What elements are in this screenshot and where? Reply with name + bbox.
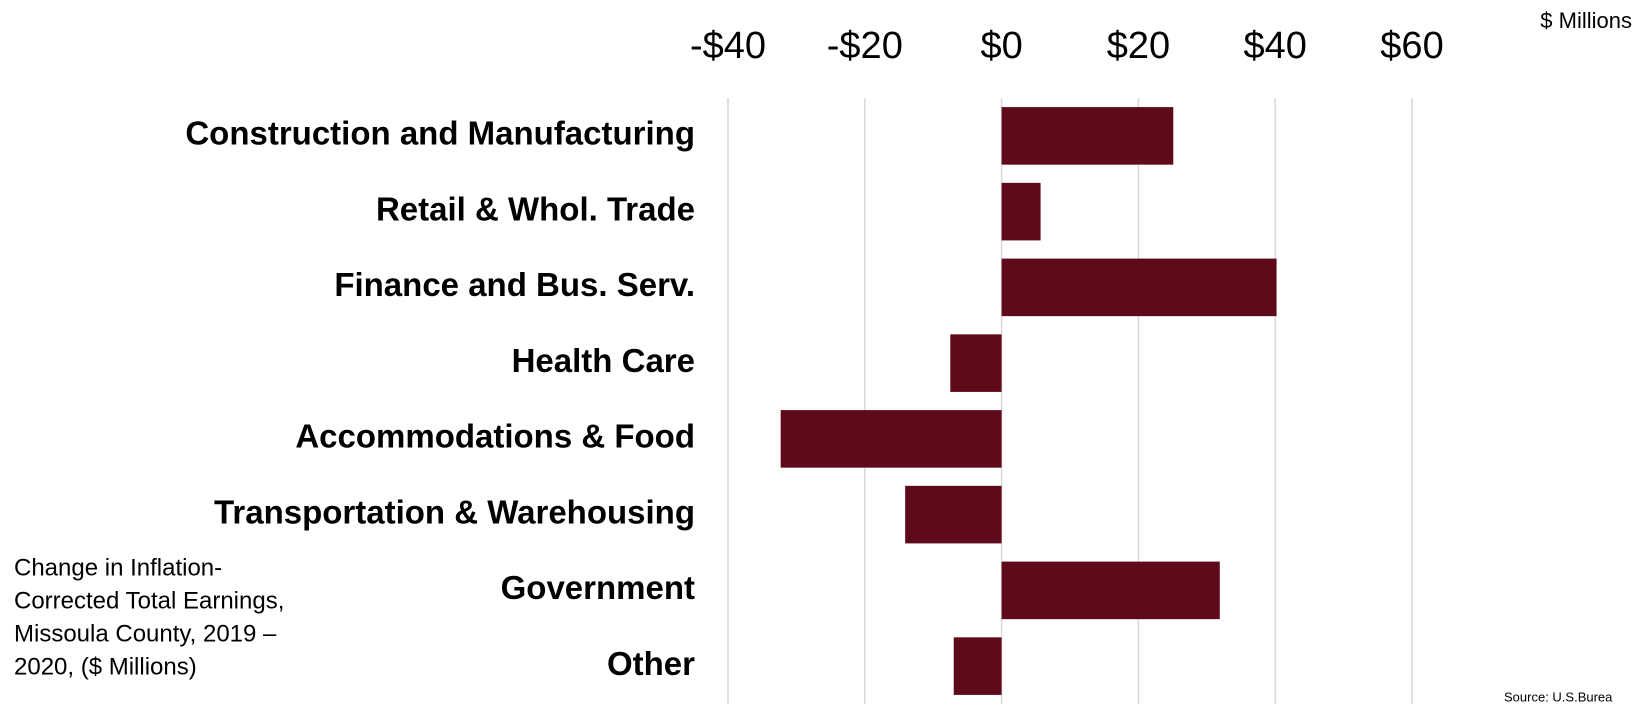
bar xyxy=(905,485,1002,544)
category-label: Transportation & Warehousing xyxy=(214,493,695,530)
caption: 2020, ($ Millions) xyxy=(14,653,197,680)
bar xyxy=(1001,258,1277,317)
category-label: Retail & Whol. Trade xyxy=(376,190,695,227)
category-label: Government xyxy=(501,569,695,606)
x-tick-label: $0 xyxy=(980,25,1022,67)
category-label: Other xyxy=(607,645,695,682)
caption: Change in Inflation- xyxy=(14,554,222,581)
category-label: Construction and Manufacturing xyxy=(185,115,695,152)
bar xyxy=(1001,107,1174,165)
bar xyxy=(950,334,1002,392)
source: Source: U.S.Burea xyxy=(1504,689,1613,704)
x-tick-label: $40 xyxy=(1243,25,1306,67)
x-tick-label: -$20 xyxy=(827,25,903,67)
caption: Missoula County, 2019 – xyxy=(14,620,277,647)
unit-label: $ Millions xyxy=(1540,8,1632,33)
x-tick-label: $60 xyxy=(1380,25,1443,67)
category-label: Health Care xyxy=(512,342,695,379)
x-tick-label: $20 xyxy=(1107,25,1170,67)
caption: Corrected Total Earnings, xyxy=(14,587,284,614)
category-label: Accommodations & Food xyxy=(295,418,695,455)
bar xyxy=(1001,561,1220,620)
bar xyxy=(1001,182,1041,241)
bar xyxy=(953,637,1002,695)
x-tick-label: -$40 xyxy=(690,25,766,67)
category-label: Finance and Bus. Serv. xyxy=(334,266,695,303)
bar xyxy=(780,410,1002,468)
